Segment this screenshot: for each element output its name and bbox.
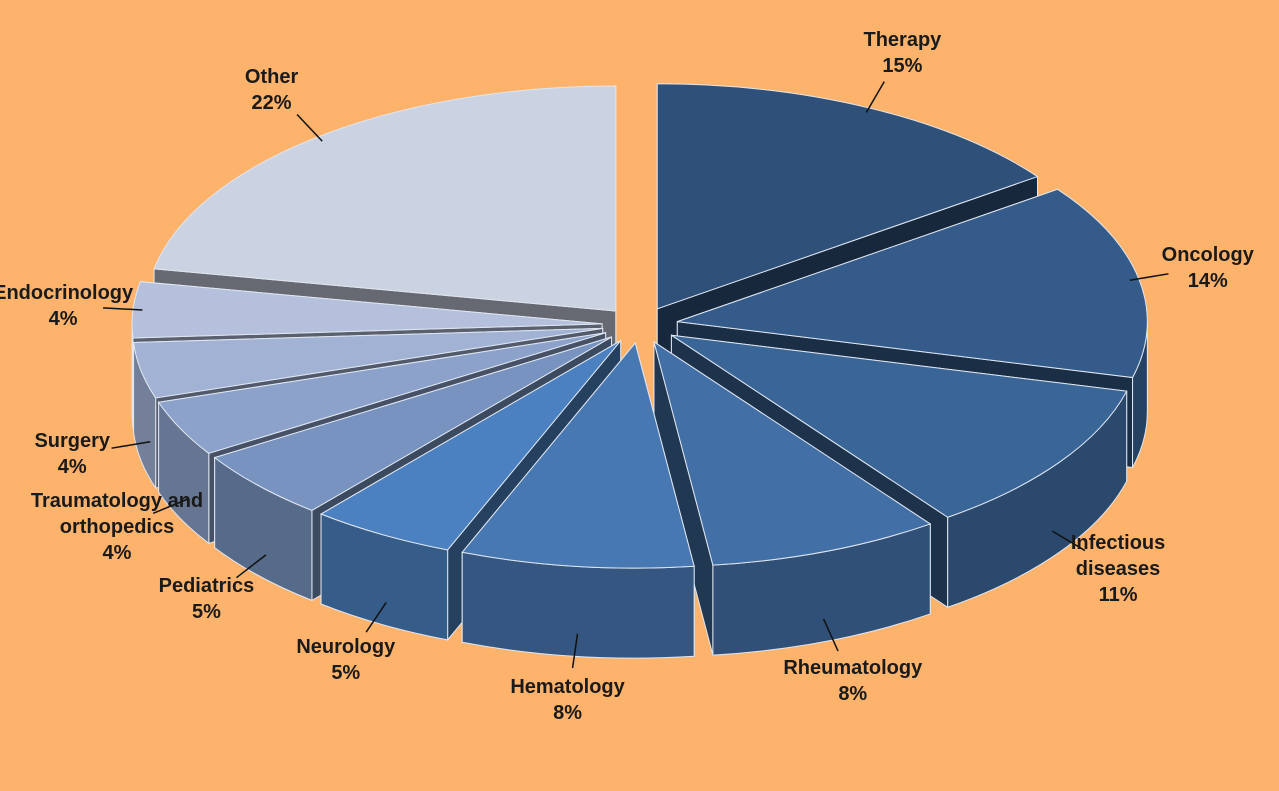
category-label: Hematology	[510, 675, 625, 698]
leader-line	[1051, 530, 1086, 552]
slice-top	[153, 85, 617, 312]
category-label: Pediatrics	[158, 574, 255, 597]
category-label: Neurology	[296, 635, 396, 658]
category-label: Rheumatology	[783, 656, 923, 679]
slice	[653, 340, 932, 656]
slice	[461, 341, 695, 659]
category-label: Endocrinology	[0, 281, 134, 304]
slice-wall	[131, 323, 134, 429]
category-label: Other	[244, 65, 299, 88]
slice-top	[319, 340, 622, 551]
data-label: Surgery 4%	[34, 428, 110, 480]
leader-line	[235, 554, 267, 579]
value-label: 4%	[57, 456, 87, 479]
slice-top	[656, 83, 1039, 310]
value-label: 22%	[251, 91, 292, 114]
data-label: Endocrinology 4%	[0, 280, 133, 332]
data-label: Hematology 8%	[510, 674, 624, 726]
leader-line	[865, 81, 885, 113]
slice-top	[653, 340, 932, 566]
slice-top	[671, 334, 1128, 518]
category-label: Oncology	[1161, 243, 1254, 266]
data-label: Oncology 14%	[1162, 242, 1254, 294]
value-label: 8%	[838, 682, 868, 705]
slice-top	[461, 341, 695, 569]
data-label: Neurology 5%	[296, 634, 395, 686]
data-label: Traumatology and orthopedics 4%	[7, 488, 227, 566]
data-label: Therapy 15%	[864, 27, 942, 79]
category-label: Infectious diseases	[1070, 531, 1166, 580]
value-label: 14%	[1187, 269, 1228, 292]
slice-top	[133, 327, 603, 399]
value-label: 5%	[191, 600, 221, 623]
leader-line	[571, 633, 579, 669]
value-label: 8%	[553, 701, 582, 724]
category-label: Therapy	[863, 29, 942, 52]
value-label: 4%	[102, 541, 132, 564]
category-label: Traumatology and orthopedics	[30, 489, 204, 538]
leader-line	[152, 497, 190, 515]
slice-top	[213, 336, 612, 511]
value-label: 5%	[331, 661, 361, 684]
leader-line	[822, 618, 839, 652]
data-label: Other 22%	[245, 64, 298, 116]
slice-top	[157, 332, 606, 454]
leader-line	[111, 440, 151, 449]
leader-line	[365, 602, 387, 633]
category-label: Surgery	[34, 430, 111, 453]
value-label: 4%	[48, 307, 78, 330]
leader-line	[296, 113, 323, 142]
data-label: Infectious diseases 11%	[1038, 530, 1199, 608]
leader-line	[1129, 273, 1169, 282]
value-label: 15%	[882, 55, 923, 78]
data-label: Pediatrics 5%	[159, 573, 255, 625]
data-label: Rheumatology 8%	[783, 655, 922, 707]
leader-line	[103, 307, 143, 311]
value-label: 11%	[1098, 583, 1138, 606]
